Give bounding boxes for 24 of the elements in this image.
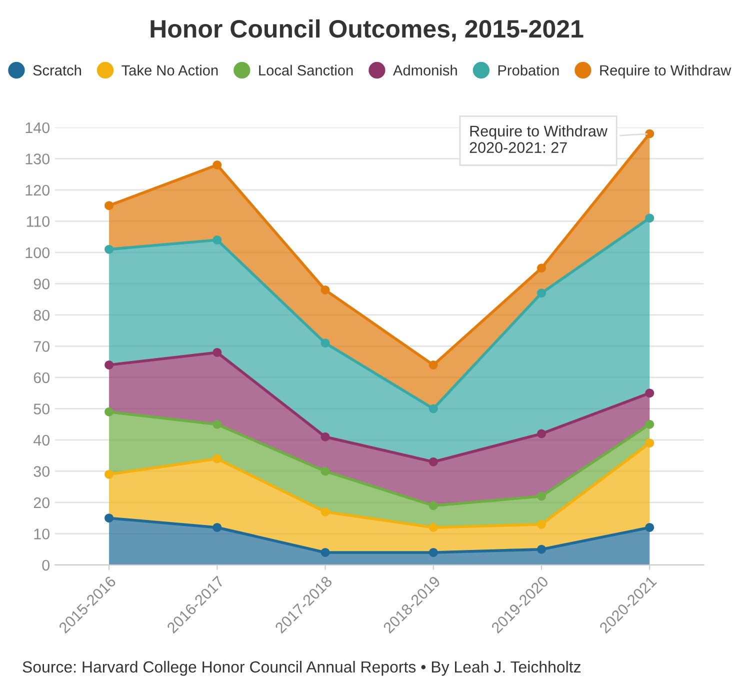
y-tick-label: 20 [34,497,50,508]
legend-label: Admonish [393,64,457,76]
source-note: Source: Harvard College Honor Council Annual Reports • By Leah J. Teichholtz [22,660,580,676]
y-tick-label: 90 [34,278,50,290]
y-tick-label: 50 [34,404,50,414]
y-tick-label: 140 [26,122,50,134]
y-tick-label: 0 [42,560,50,571]
legend-label: Scratch [33,64,81,76]
y-tick-label: 60 [34,372,50,384]
legend-label: Take No Action [122,64,218,76]
chart-title: Honor Council Outcomes, 2015-2021 [150,19,584,42]
legend-label: Local Sanction [259,64,353,76]
y-tick-label: 110 [26,216,50,227]
legend-label: Probation [498,64,559,76]
y-tick-label: 80 [34,310,50,321]
annotation: Require to Withdraw 2020-2021: 27 [470,125,608,153]
y-tick-label: 130 [26,154,50,164]
y-tick-label: 120 [26,184,50,196]
legend-label: Require to Withdraw [600,64,732,78]
y-tick-label: 70 [34,341,50,352]
y-tick-label: 40 [33,434,50,446]
y-tick-label: 30 [34,466,50,477]
y-tick-label: 100 [26,247,50,258]
y-tick-label: 10 [34,528,50,540]
